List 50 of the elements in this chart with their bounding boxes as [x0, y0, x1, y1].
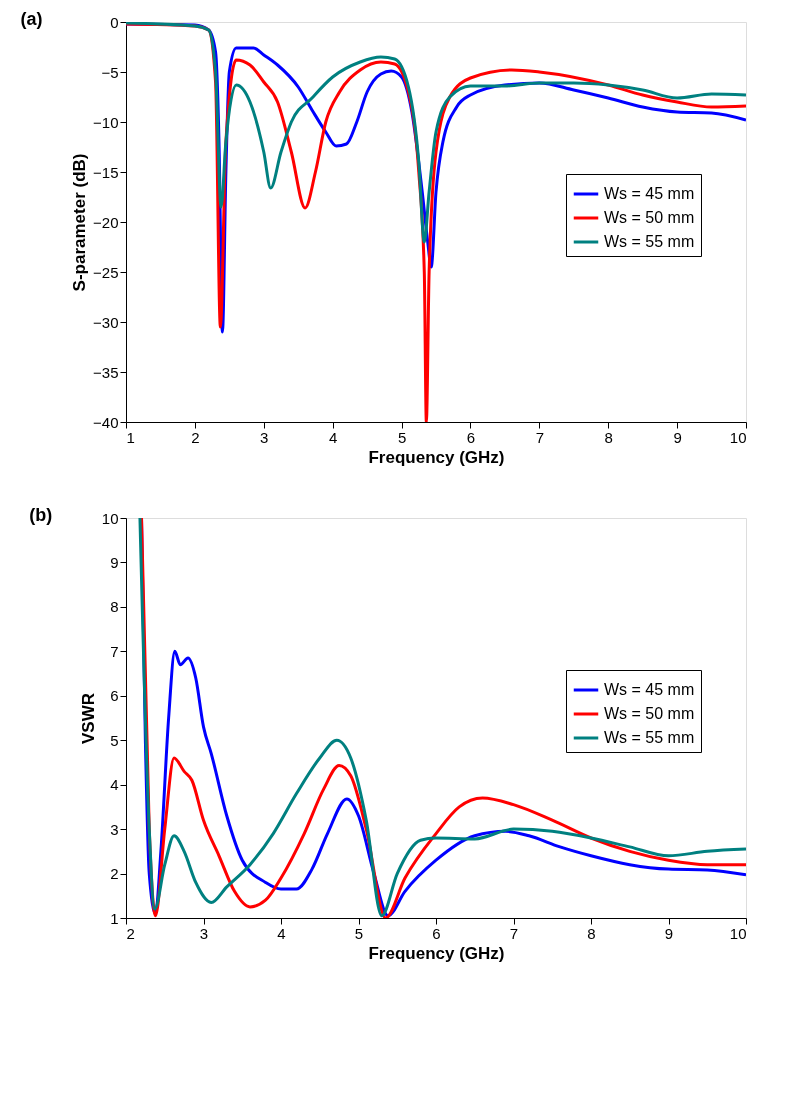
legend-label: Ws = 50 mm — [604, 209, 695, 226]
legend-label: Ws = 55 mm — [604, 729, 695, 746]
y-tick-label: 0 — [110, 13, 119, 31]
y-tick-label: 6 — [110, 687, 119, 705]
x-tick-label: 8 — [604, 428, 613, 446]
legend-label: Ws = 55 mm — [604, 233, 695, 250]
x-tick-label: 1 — [126, 428, 135, 446]
x-tick-label: 8 — [587, 924, 596, 942]
legend-label: Ws = 45 mm — [604, 681, 695, 698]
x-tick-label: 3 — [260, 428, 269, 446]
x-tick-label: 10 — [729, 428, 747, 446]
y-tick-label: 1 — [110, 909, 119, 927]
x-tick-label: 10 — [729, 924, 747, 942]
x-tick-label: 3 — [199, 924, 209, 942]
x-tick-label: 9 — [673, 428, 682, 446]
y-tick-label: 10 — [101, 509, 119, 527]
x-tick-label: 4 — [277, 924, 286, 942]
chart-title: (a) — [20, 9, 43, 29]
x-tick-label: 7 — [535, 428, 545, 446]
x-tick-label: 9 — [664, 924, 674, 942]
y-tick-label: −10 — [93, 113, 119, 131]
x-tick-label: 5 — [397, 428, 407, 446]
legend-label: Ws = 50 mm — [604, 705, 695, 722]
y-tick-label: 5 — [110, 731, 119, 749]
y-tick-label: −30 — [93, 313, 119, 331]
y-tick-label: −20 — [93, 213, 119, 231]
y-tick-label: −35 — [93, 363, 119, 381]
x-tick-label: 6 — [432, 924, 441, 942]
y-tick-label: −40 — [93, 413, 119, 431]
y-tick-label: −5 — [101, 63, 119, 81]
x-tick-label: 2 — [191, 428, 200, 446]
x-tick-label: 5 — [354, 924, 364, 942]
x-tick-label: 6 — [466, 428, 476, 446]
y-tick-label: −15 — [93, 163, 119, 181]
y-tick-label: 2 — [110, 865, 119, 883]
y-tick-label: 7 — [110, 642, 119, 660]
y-tick-label: 9 — [110, 553, 119, 571]
x-tick-label: 4 — [328, 428, 338, 446]
y-tick-label: 3 — [110, 820, 119, 838]
y-axis-title: VSWR — [78, 693, 98, 744]
legend-label: Ws = 45 mm — [604, 185, 695, 202]
chart-title: (b) — [29, 505, 53, 525]
x-tick-label: 7 — [509, 924, 519, 942]
y-tick-label: −25 — [93, 263, 119, 281]
x-tick-label: 2 — [126, 924, 135, 942]
x-axis-title: Frequency (GHz) — [368, 447, 505, 467]
y-tick-label: 4 — [110, 776, 119, 794]
y-tick-label: 8 — [110, 598, 119, 616]
x-axis-title: Frequency (GHz) — [368, 943, 505, 963]
y-axis-title: S-parameter (dB) — [70, 153, 90, 292]
